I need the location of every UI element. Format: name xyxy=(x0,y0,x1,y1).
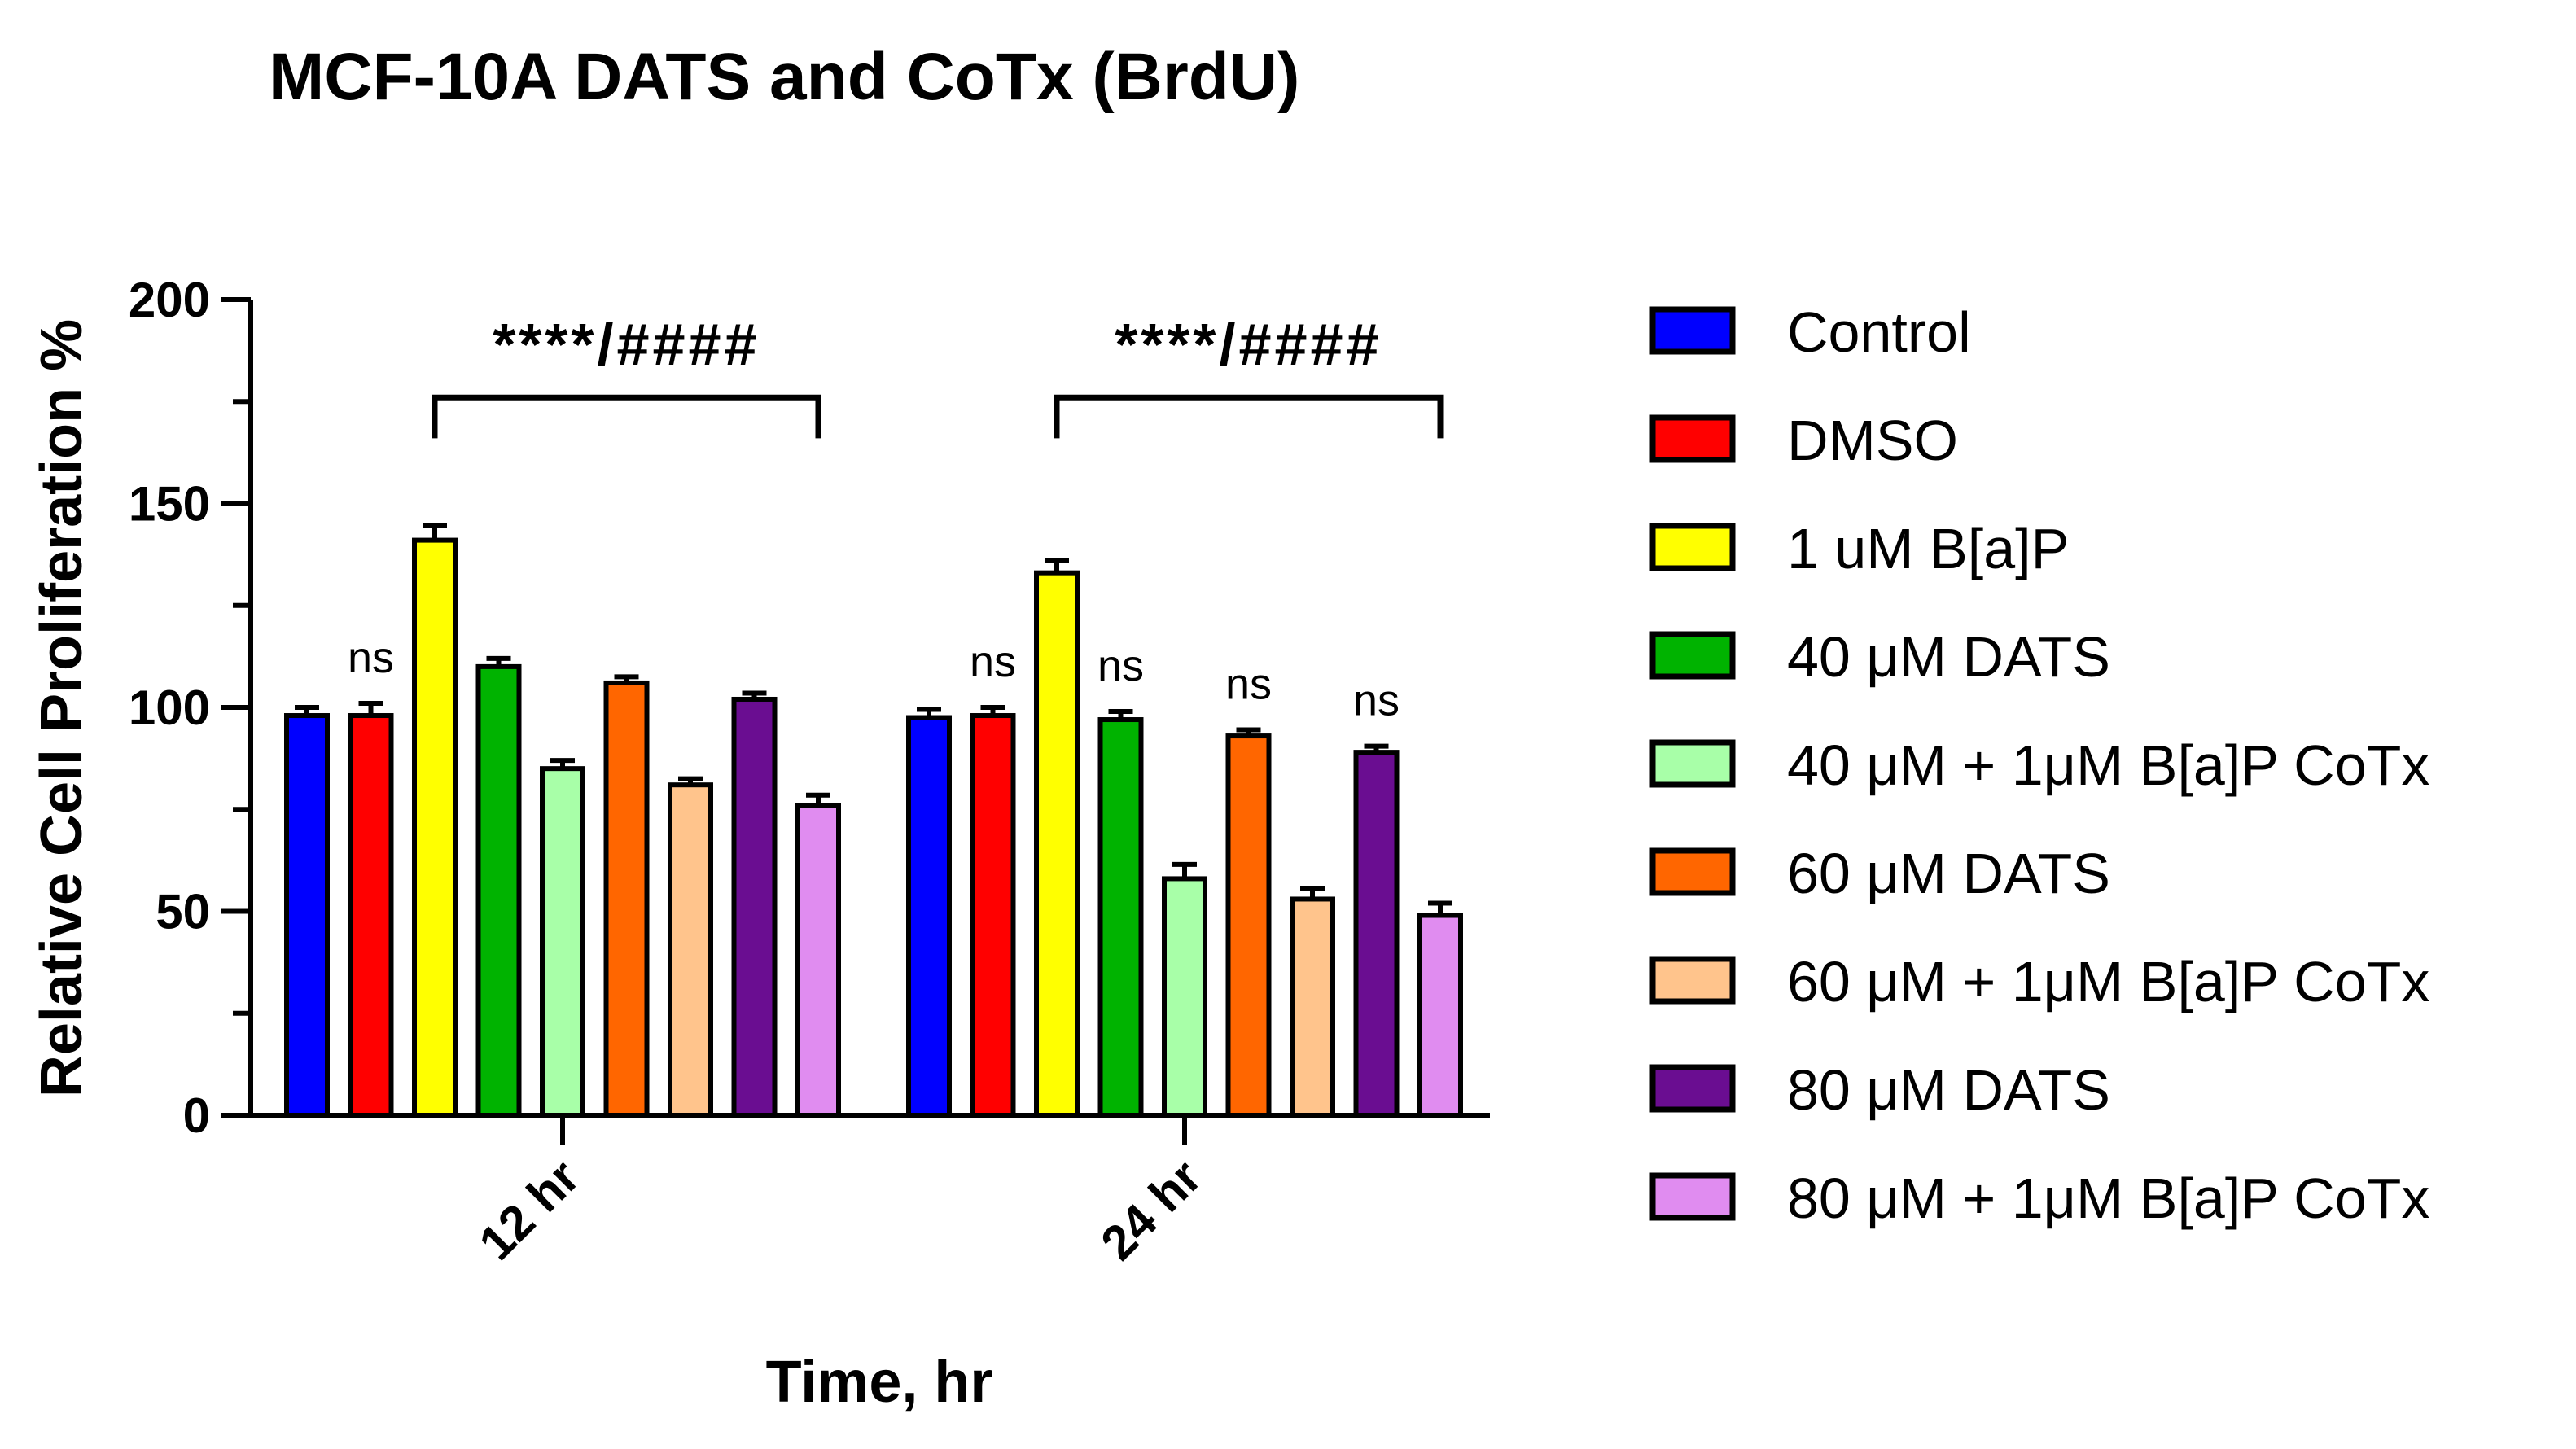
legend-label: 60 μM DATS xyxy=(1787,842,2110,905)
error-bar xyxy=(1172,861,1197,879)
error-bar xyxy=(1236,727,1261,737)
legend-item: 60 μM + 1μM B[a]P CoTx xyxy=(1649,950,2429,1013)
legend-item: 80 μM + 1μM B[a]P CoTx xyxy=(1649,1167,2429,1230)
bar xyxy=(1225,733,1272,1118)
bar xyxy=(284,713,330,1118)
ns-label: ns xyxy=(1353,676,1400,725)
error-bar xyxy=(295,705,319,716)
x-tick-label: 24 hr xyxy=(1090,1149,1211,1271)
ns-label: ns xyxy=(970,637,1016,686)
significance-bracket xyxy=(1054,394,1444,439)
legend-swatch xyxy=(1649,523,1736,571)
y-tick-label: 200 xyxy=(129,273,210,327)
error-bar xyxy=(423,523,447,541)
y-tick-label: 100 xyxy=(129,681,210,735)
error-bar xyxy=(1428,900,1452,916)
bar xyxy=(1097,717,1144,1118)
legend-swatch xyxy=(1649,847,1736,896)
error-bar xyxy=(614,674,639,683)
chart-title: MCF-10A DATS and CoTx (BrdU) xyxy=(269,40,1299,114)
bar xyxy=(1417,913,1463,1118)
bar xyxy=(540,766,585,1118)
error-bar xyxy=(358,700,383,716)
bar xyxy=(475,663,522,1118)
bar xyxy=(906,715,952,1118)
bar xyxy=(1162,876,1207,1118)
error-bar xyxy=(742,690,767,699)
legend-item: 40 μM DATS xyxy=(1649,625,2110,689)
x-axis-title: Time, hr xyxy=(766,1350,993,1415)
axes: 0 50 100 150 200 12 hr 24 hr xyxy=(129,273,1490,1271)
legend-item: 80 μM DATS xyxy=(1649,1058,2110,1122)
significance-label: ****/#### xyxy=(493,313,760,378)
legend-label: 40 μM + 1μM B[a]P CoTx xyxy=(1787,733,2429,797)
legend-label: 80 μM + 1μM B[a]P CoTx xyxy=(1787,1167,2429,1230)
y-axis-title: Relative Cell Proliferation % xyxy=(29,319,94,1097)
error-bar xyxy=(1045,558,1069,573)
error-bar xyxy=(1300,886,1325,900)
bar xyxy=(731,696,778,1118)
legend-label: 80 μM DATS xyxy=(1787,1058,2110,1122)
y-tick-label: 0 xyxy=(183,1088,210,1143)
ns-label: ns xyxy=(1225,660,1272,709)
legend-swatch xyxy=(1649,1064,1736,1113)
bar xyxy=(1034,570,1080,1118)
bar xyxy=(1353,750,1400,1118)
bar xyxy=(668,782,713,1118)
error-bar xyxy=(917,707,941,718)
y-tick-label: 150 xyxy=(129,477,210,532)
legend-swatch xyxy=(1649,631,1736,680)
legend-swatch xyxy=(1649,414,1736,463)
bar xyxy=(970,713,1016,1118)
legend-item: Control xyxy=(1649,300,1971,364)
error-bar xyxy=(806,792,830,806)
y-tick-label: 50 xyxy=(156,885,210,939)
bar xyxy=(603,680,650,1118)
x-tick-label: 12 hr xyxy=(468,1149,589,1271)
bar xyxy=(1290,896,1335,1118)
legend-item: 40 μM + 1μM B[a]P CoTx xyxy=(1649,733,2429,797)
legend-label: 40 μM DATS xyxy=(1787,625,2110,689)
error-bar xyxy=(1364,743,1389,753)
legend-label: DMSO xyxy=(1787,409,1958,472)
legend-swatch xyxy=(1649,306,1736,355)
bars xyxy=(284,523,1463,1118)
legend-swatch xyxy=(1649,1172,1736,1221)
legend-swatch xyxy=(1649,956,1736,1005)
legend: Control DMSO 1 uM B[a]P 40 μM DATS 40 μM + 1… xyxy=(1649,300,2429,1230)
bar xyxy=(795,803,841,1118)
significance-bracket xyxy=(432,394,821,439)
significance-label: ****/#### xyxy=(1115,313,1382,378)
legend-item: 1 uM B[a]P xyxy=(1649,517,2069,580)
ns-label: ns xyxy=(1097,641,1144,690)
error-bar xyxy=(980,705,1005,716)
error-bar xyxy=(678,776,703,786)
bar xyxy=(412,537,458,1118)
ns-label: ns xyxy=(348,633,394,682)
legend-label: 1 uM B[a]P xyxy=(1787,517,2069,580)
annotations: ns ns ns ns ns ****/#### ****/#### xyxy=(348,313,1444,725)
error-bar xyxy=(550,758,575,769)
legend-swatch xyxy=(1649,739,1736,788)
legend-label: Control xyxy=(1787,300,1971,364)
error-bar xyxy=(1108,709,1133,720)
legend-item: DMSO xyxy=(1649,409,1958,472)
legend-item: 60 μM DATS xyxy=(1649,842,2110,905)
bar xyxy=(348,713,394,1118)
legend-label: 60 μM + 1μM B[a]P CoTx xyxy=(1787,950,2429,1013)
error-bar xyxy=(486,655,511,667)
